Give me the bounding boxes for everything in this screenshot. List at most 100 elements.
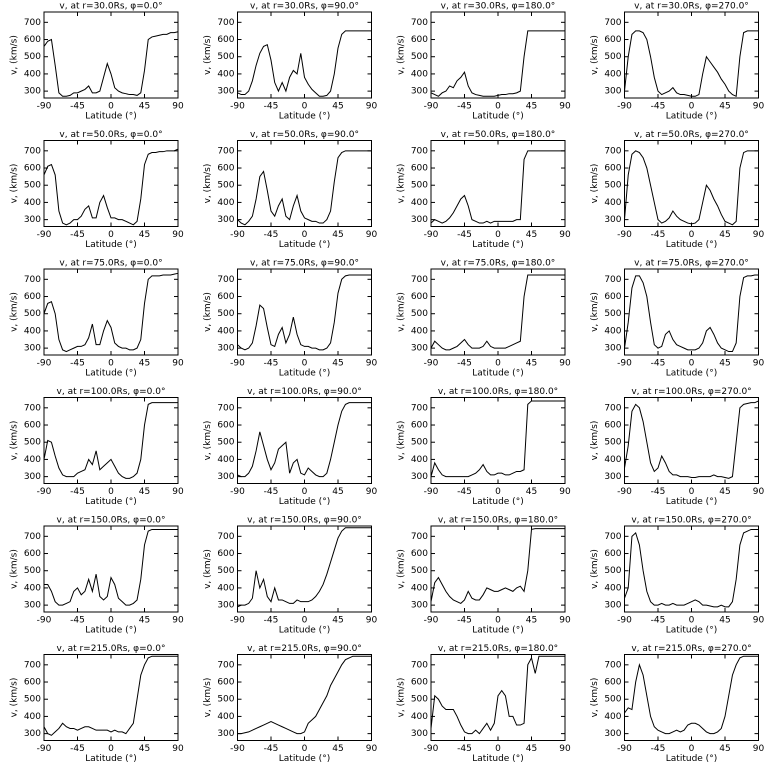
y-tick-label: 700 (411, 660, 428, 670)
y-tick-label: 700 (411, 403, 428, 413)
x-tick-label: 45 (332, 487, 343, 497)
x-tick-label: -90 (230, 102, 245, 112)
panel-title: v, at r=30.0Rs, φ=0.0° (59, 2, 162, 12)
x-tick-label: 90 (559, 359, 571, 369)
plot-frame (43, 268, 179, 356)
y-axis-label: v, (km/s) (397, 678, 407, 718)
y-tick-label: 300 (604, 729, 621, 739)
panel: v, at r=30.0Rs, φ=180.0° -90 -45 0 45 90 300 40… (397, 2, 571, 122)
x-tick-label: 0 (108, 487, 114, 497)
x-tick-label: -45 (264, 102, 279, 112)
y-tick-label: 500 (217, 52, 234, 62)
panel: v, at r=50.0Rs, φ=180.0° -90 -45 0 45 90 300 40… (397, 130, 571, 250)
plot-frame (237, 268, 372, 356)
x-tick-label: 45 (139, 744, 150, 754)
y-tick-label: 300 (24, 215, 41, 225)
y-tick-label: 600 (411, 549, 428, 559)
x-tick-label: 45 (139, 487, 150, 497)
data-line (430, 400, 565, 478)
x-tick-label: 45 (719, 744, 730, 754)
y-tick-label: 500 (217, 309, 234, 319)
x-tick-label: -45 (264, 616, 279, 626)
y-tick-label: 600 (24, 678, 41, 688)
x-axis-label: Latitude (°) (279, 754, 330, 764)
y-tick-label: 300 (411, 601, 428, 611)
x-tick-label: 45 (332, 359, 343, 369)
x-tick-label: -45 (651, 616, 666, 626)
plot-frame (43, 654, 179, 741)
x-tick-label: 45 (526, 487, 537, 497)
data-line (44, 528, 178, 606)
x-axis-label: Latitude (°) (279, 497, 330, 507)
y-tick-label: 400 (411, 326, 428, 336)
x-tick-label: -90 (424, 230, 439, 240)
x-tick-label: 45 (719, 487, 730, 497)
x-tick-label: -90 (37, 487, 52, 497)
x-tick-label: -45 (457, 359, 472, 369)
data-line (430, 30, 565, 97)
panel-title: v, at r=150.0Rs, φ=90.0° (247, 516, 362, 526)
plot-frame (624, 525, 759, 613)
panel-title: v, at r=150.0Rs, φ=0.0° (57, 516, 166, 526)
x-tick-label: 90 (366, 616, 378, 626)
x-tick-label: -90 (424, 359, 439, 369)
data-line (624, 655, 759, 735)
x-tick-label: 45 (719, 102, 730, 112)
y-axis-label: v, (km/s) (397, 164, 407, 204)
y-tick-label: 300 (217, 215, 234, 225)
panel: v, at r=215.0Rs, φ=0.0° -90 -45 0 45 90 300 400… (10, 644, 184, 764)
x-tick-label: -90 (230, 744, 245, 754)
y-tick-label: 700 (217, 146, 234, 156)
y-tick-label: 300 (411, 87, 428, 97)
y-tick-label: 500 (24, 181, 41, 191)
y-tick-label: 700 (217, 532, 234, 542)
y-tick-label: 700 (217, 18, 234, 28)
x-tick-label: -90 (617, 359, 632, 369)
x-tick-label: -45 (264, 359, 279, 369)
panel-title: v, at r=75.0Rs, φ=270.0° (634, 259, 749, 269)
y-tick-label: 600 (411, 164, 428, 174)
x-tick-label: 0 (108, 616, 114, 626)
x-tick-label: -90 (617, 230, 632, 240)
panel: v, at r=150.0Rs, φ=180.0° -90 -45 0 45 90 300 4… (397, 516, 571, 636)
plot-frame (624, 654, 759, 741)
y-tick-label: 600 (411, 35, 428, 45)
panel: v, at r=215.0Rs, φ=180.0° -90 -45 0 45 90 300 4… (397, 644, 571, 764)
x-tick-label: 0 (689, 487, 695, 497)
panel-title: v, at r=150.0Rs, φ=270.0° (631, 516, 751, 526)
x-tick-label: -45 (457, 487, 472, 497)
x-tick-label: 0 (302, 744, 308, 754)
x-tick-label: -45 (70, 230, 85, 240)
y-tick-label: 500 (24, 695, 41, 705)
plot-frame (43, 397, 179, 484)
y-tick-label: 700 (411, 146, 428, 156)
x-tick-label: 45 (526, 230, 537, 240)
x-tick-label: -45 (70, 744, 85, 754)
data-line (43, 148, 179, 226)
y-tick-label: 400 (411, 198, 428, 208)
y-tick-label: 600 (604, 292, 621, 302)
y-tick-label: 700 (604, 660, 621, 670)
x-tick-label: 90 (366, 359, 378, 369)
x-axis-label: Latitude (°) (472, 240, 523, 250)
y-tick-label: 600 (24, 292, 41, 302)
panel-title: v, at r=100.0Rs, φ=90.0° (247, 387, 362, 397)
y-tick-label: 300 (24, 729, 41, 739)
panel-title: v, at r=75.0Rs, φ=0.0° (59, 259, 162, 269)
x-tick-label: 0 (302, 359, 308, 369)
y-tick-label: 300 (604, 601, 621, 611)
panel: v, at r=50.0Rs, φ=270.0° -90 -45 0 45 90 300 40… (590, 130, 764, 250)
y-tick-label: 400 (411, 712, 428, 722)
y-tick-label: 500 (604, 52, 621, 62)
x-axis-label: Latitude (°) (666, 626, 717, 636)
panel-title: v, at r=215.0Rs, φ=0.0° (57, 644, 166, 654)
y-tick-label: 600 (217, 35, 234, 45)
data-line (430, 274, 565, 351)
x-tick-label: -45 (457, 616, 472, 626)
x-axis-label: Latitude (°) (85, 240, 136, 250)
y-tick-label: 300 (217, 344, 234, 354)
y-tick-label: 400 (604, 712, 621, 722)
y-tick-label: 300 (217, 601, 234, 611)
x-axis-label: Latitude (°) (472, 754, 523, 764)
